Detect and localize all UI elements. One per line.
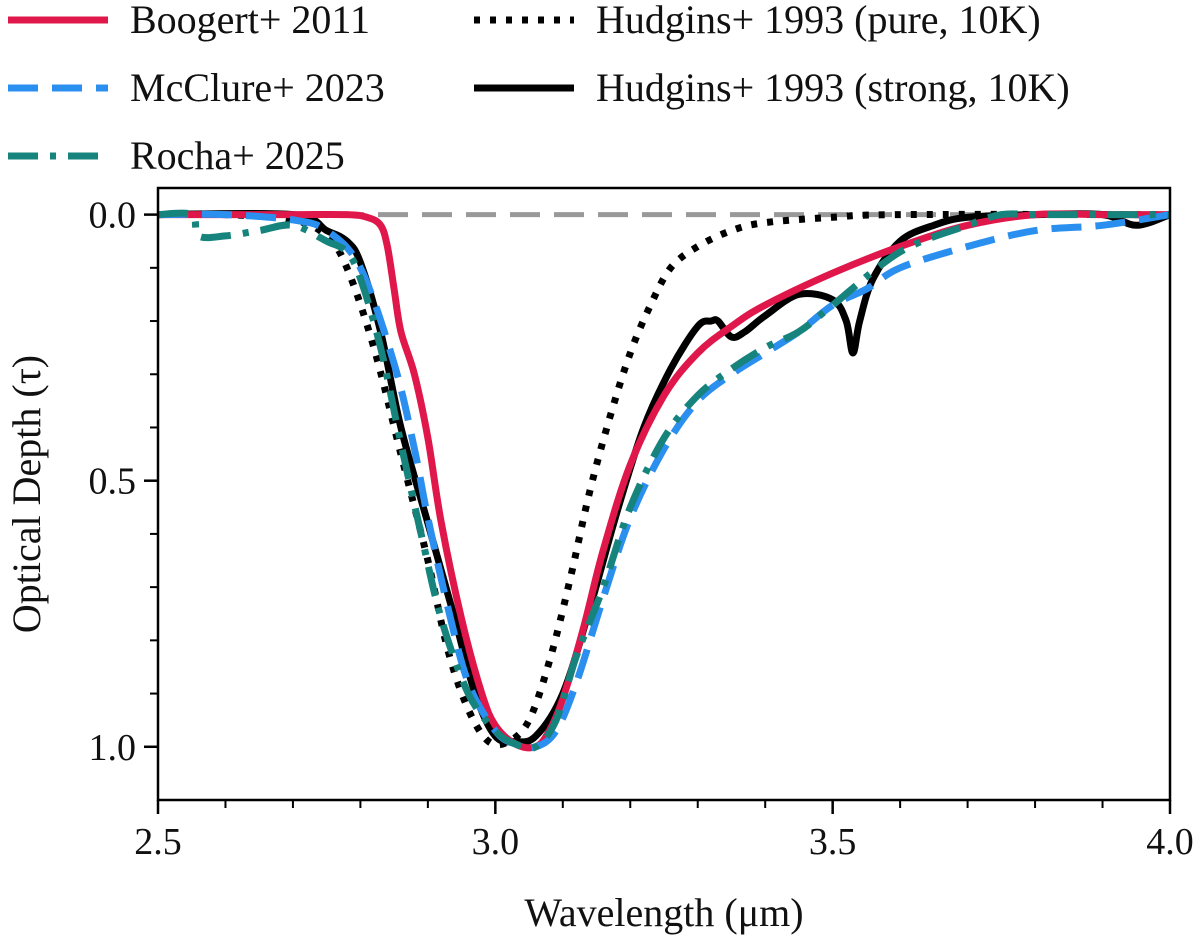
x-tick-label-3: 4.0 [1146,821,1194,863]
axes: 2.5 3.0 3.5 4.0 0.0 0.5 1.0 Wavelength (μm) Opti… [4,186,1194,935]
series-line-1 [158,210,1170,752]
y-tick-label-0: 0.0 [89,195,137,237]
legend-label-3: Hudgins+ 1993 (pure, 10K) [596,0,1041,42]
series-line-4 [158,209,1170,746]
series-line-3 [158,210,1170,749]
y-tick-label-1: 0.5 [89,461,137,503]
plot-frame [156,186,1172,802]
legend-label-4: Hudgins+ 1993 (strong, 10K) [596,65,1070,110]
x-tick-label-2: 3.5 [809,821,857,863]
x-tick-label-1: 3.0 [472,821,520,863]
series-line-0 [158,210,1170,752]
legend: Boogert+ 2011 McClure+ 2023 Rocha+ 2025 Hud… [8,0,1070,178]
series-line-2 [158,209,1170,752]
legend-label-0: Boogert+ 2011 [130,0,370,42]
legend-label-2: Rocha+ 2025 [130,133,345,178]
x-axis-label: Wavelength (μm) [524,890,803,935]
x-tick-label-0: 2.5 [134,821,182,863]
plot-lines [158,209,1170,752]
y-axis-label: Optical Depth (τ) [4,355,49,633]
y-tick-label-2: 1.0 [89,727,137,769]
legend-label-1: McClure+ 2023 [130,65,385,110]
